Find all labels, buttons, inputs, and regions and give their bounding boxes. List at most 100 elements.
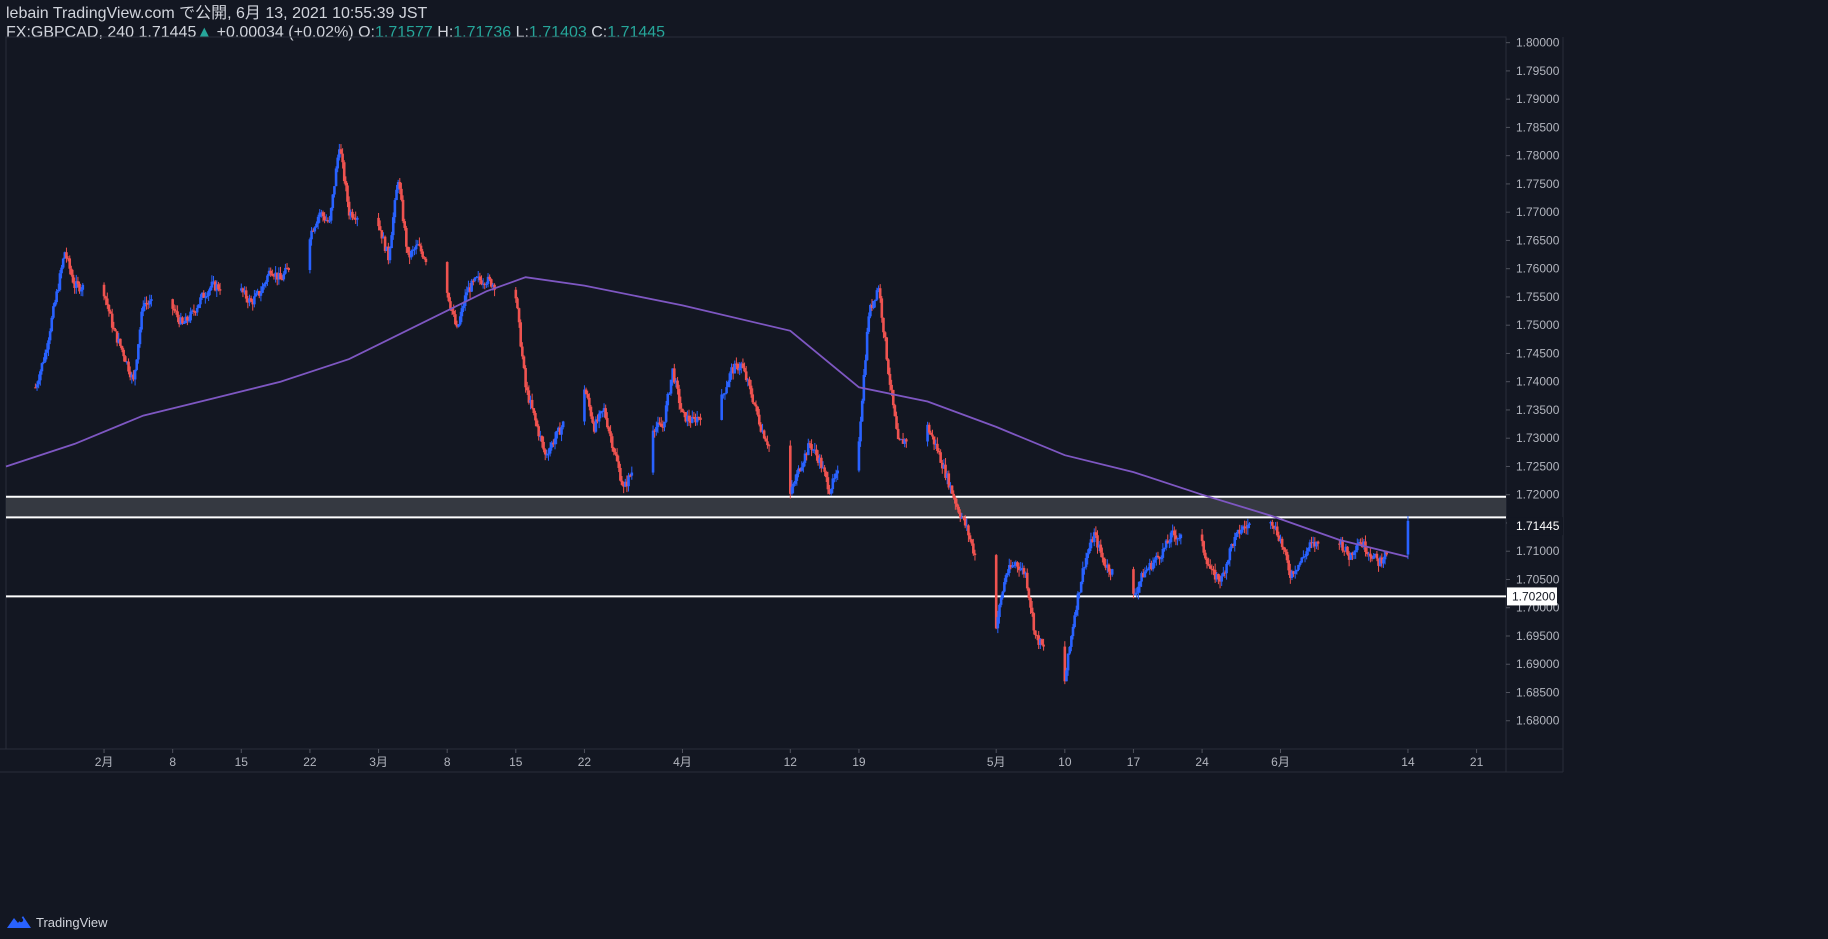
candle-body-7 bbox=[45, 349, 49, 353]
candle-body-425 bbox=[1003, 582, 1006, 592]
candle-body-503 bbox=[1169, 532, 1173, 543]
candle-body-95 bbox=[248, 298, 251, 303]
candle-body-317 bbox=[748, 379, 751, 386]
candle-body-505 bbox=[1173, 530, 1176, 536]
candle-body-564 bbox=[1308, 542, 1312, 549]
candle-body-570 bbox=[1338, 543, 1341, 545]
candle-body-171 bbox=[411, 249, 415, 251]
candle-body-451 bbox=[1065, 670, 1068, 682]
candle-body-271 bbox=[653, 430, 656, 432]
candle-body-588 bbox=[1367, 553, 1371, 555]
candle-body-482 bbox=[1135, 592, 1139, 594]
candle-body-388 bbox=[903, 439, 906, 444]
candle-body-25 bbox=[74, 281, 78, 288]
current-price-label: 1.71445 bbox=[1516, 519, 1560, 533]
candle-body-206 bbox=[488, 276, 491, 280]
candle-body-364 bbox=[864, 360, 867, 375]
candle-body-331 bbox=[790, 486, 794, 494]
candle-body-423 bbox=[999, 597, 1003, 605]
candle-body-178 bbox=[423, 257, 426, 259]
candle-body-59 bbox=[150, 299, 153, 301]
candle-body-551 bbox=[1287, 560, 1290, 571]
candle-body-204 bbox=[485, 283, 488, 286]
candle-body-508 bbox=[1177, 538, 1181, 540]
candle-body-549 bbox=[1284, 549, 1287, 552]
candle-body-453 bbox=[1068, 646, 1072, 654]
x-tick-label-11: 5月 bbox=[987, 755, 1006, 769]
y-tick-label-1.70500: 1.70500 bbox=[1516, 572, 1560, 586]
candle-body-183 bbox=[450, 308, 454, 311]
candle-body-166 bbox=[403, 221, 406, 228]
candle-body-523 bbox=[1222, 572, 1225, 577]
candle-body-261 bbox=[617, 461, 621, 468]
candle-body-484 bbox=[1138, 581, 1142, 587]
candle-body-429 bbox=[1009, 565, 1013, 568]
candle-body-91 bbox=[241, 288, 245, 293]
y-tick-label-1.74500: 1.74500 bbox=[1516, 346, 1560, 360]
candle-body-486 bbox=[1141, 573, 1145, 578]
candle-body-280 bbox=[668, 393, 671, 395]
candle-body-496 bbox=[1158, 557, 1161, 560]
candle-body-285 bbox=[676, 380, 679, 389]
candle-body-69 bbox=[186, 316, 189, 321]
candle-body-433 bbox=[1016, 562, 1019, 567]
candle-body-529 bbox=[1231, 544, 1235, 546]
candle-body-121 bbox=[310, 230, 313, 240]
tradingview-logo-icon[interactable] bbox=[6, 915, 32, 929]
candle-body-181 bbox=[447, 292, 451, 302]
candle-body-393 bbox=[931, 434, 934, 437]
candle-body-31 bbox=[104, 296, 107, 299]
candle-body-97 bbox=[251, 301, 255, 305]
y-tick-label-1.79000: 1.79000 bbox=[1516, 92, 1560, 106]
candle-body-401 bbox=[944, 464, 947, 478]
candle-body-562 bbox=[1305, 551, 1308, 557]
candle-body-319 bbox=[751, 394, 755, 403]
candle-body-303 bbox=[725, 387, 728, 394]
candle-body-258 bbox=[612, 447, 616, 453]
candle-body-170 bbox=[409, 250, 413, 258]
candle-body-595 bbox=[1378, 557, 1382, 566]
candle-body-326 bbox=[762, 430, 766, 439]
candle-body-238 bbox=[560, 427, 563, 435]
candle-body-67 bbox=[182, 323, 186, 325]
candle-body-145 bbox=[349, 211, 353, 216]
candle-body-237 bbox=[558, 427, 562, 435]
candle-body-214 bbox=[521, 346, 524, 357]
candle-body-518 bbox=[1213, 569, 1217, 580]
candle-body-362 bbox=[860, 400, 864, 422]
candle-body-471 bbox=[1097, 544, 1101, 548]
candle-body-304 bbox=[726, 381, 730, 388]
candle-body-422 bbox=[998, 604, 1001, 618]
y-tick-label-1.74000: 1.74000 bbox=[1516, 375, 1560, 389]
candle-body-41 bbox=[120, 345, 124, 350]
candle-body-349 bbox=[820, 457, 823, 469]
candle-body-555 bbox=[1293, 571, 1297, 574]
candle-body-92 bbox=[243, 290, 246, 293]
brand-name[interactable]: TradingView bbox=[36, 914, 108, 930]
candle-body-354 bbox=[828, 489, 831, 494]
candle-body-65 bbox=[179, 317, 183, 325]
candle-body-506 bbox=[1174, 535, 1178, 540]
candle-body-404 bbox=[949, 485, 952, 488]
candle-body-219 bbox=[529, 399, 532, 403]
candle-body-469 bbox=[1094, 532, 1098, 536]
candle-body-507 bbox=[1176, 538, 1179, 540]
candle-body-599 bbox=[1385, 550, 1389, 555]
candle-body-143 bbox=[346, 185, 349, 202]
candle-body-434 bbox=[1017, 566, 1021, 571]
candle-body-385 bbox=[898, 439, 902, 441]
y-tick-label-1.68500: 1.68500 bbox=[1516, 685, 1560, 699]
candle-body-367 bbox=[869, 304, 872, 317]
candle-body-456 bbox=[1073, 615, 1076, 627]
candle-body-355 bbox=[829, 489, 833, 494]
x-tick-label-0: 2月 bbox=[95, 755, 114, 769]
candle-body-152 bbox=[380, 230, 384, 239]
candle-body-324 bbox=[759, 424, 763, 432]
candle-body-407 bbox=[954, 497, 957, 504]
candle-body-81 bbox=[205, 296, 209, 298]
candle-body-164 bbox=[400, 188, 403, 200]
candle-body-485 bbox=[1140, 573, 1143, 582]
candle-body-567 bbox=[1313, 541, 1317, 547]
candle-body-541 bbox=[1271, 522, 1274, 526]
